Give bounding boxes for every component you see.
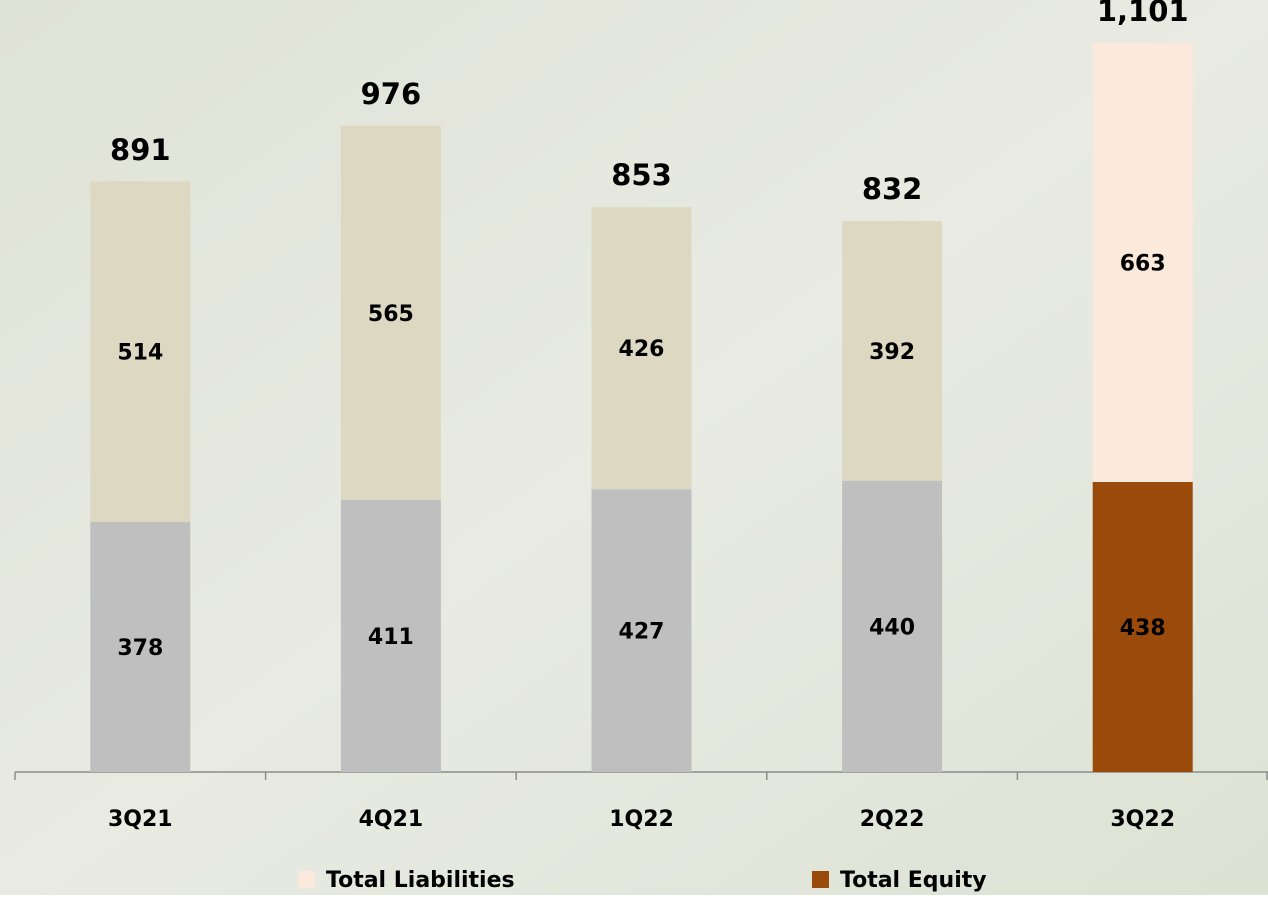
bar-segment: [340, 125, 441, 500]
x-tick-label: 3Q22: [1110, 807, 1175, 832]
legend-label: Total Liabilities: [326, 868, 515, 893]
bar-segment: [90, 181, 191, 522]
segment-label: 440: [869, 615, 915, 640]
total-label: 1,101: [1097, 0, 1189, 28]
legend-swatch: [812, 871, 829, 888]
segment-label: 514: [117, 341, 163, 366]
total-label: 891: [110, 133, 171, 167]
bar-segment: [1092, 481, 1193, 772]
bar-segment: [1092, 43, 1193, 482]
bar-segment: [842, 221, 943, 481]
bar-segment: [591, 207, 692, 490]
segment-label: 411: [368, 625, 414, 650]
legend-label: Total Equity: [840, 868, 987, 893]
legend-swatch: [298, 871, 315, 888]
total-label: 976: [361, 77, 422, 111]
segment-label: 426: [619, 337, 665, 362]
bar-segment: [340, 499, 441, 772]
segment-label: 378: [117, 636, 163, 661]
segment-label: 427: [619, 620, 665, 645]
x-tick-label: 2Q22: [860, 807, 925, 832]
bar-segment: [842, 480, 943, 772]
segment-label: 565: [368, 302, 414, 327]
x-tick-label: 1Q22: [609, 807, 674, 832]
x-tick-label: 3Q21: [108, 807, 173, 832]
segment-label: 663: [1120, 251, 1166, 276]
bar-segment: [90, 521, 191, 772]
total-label: 853: [611, 158, 672, 192]
segment-label: 438: [1120, 616, 1166, 641]
bar-segment: [591, 489, 692, 772]
total-label: 832: [862, 172, 923, 206]
x-tick-label: 4Q21: [359, 807, 424, 832]
segment-label: 392: [869, 340, 915, 365]
